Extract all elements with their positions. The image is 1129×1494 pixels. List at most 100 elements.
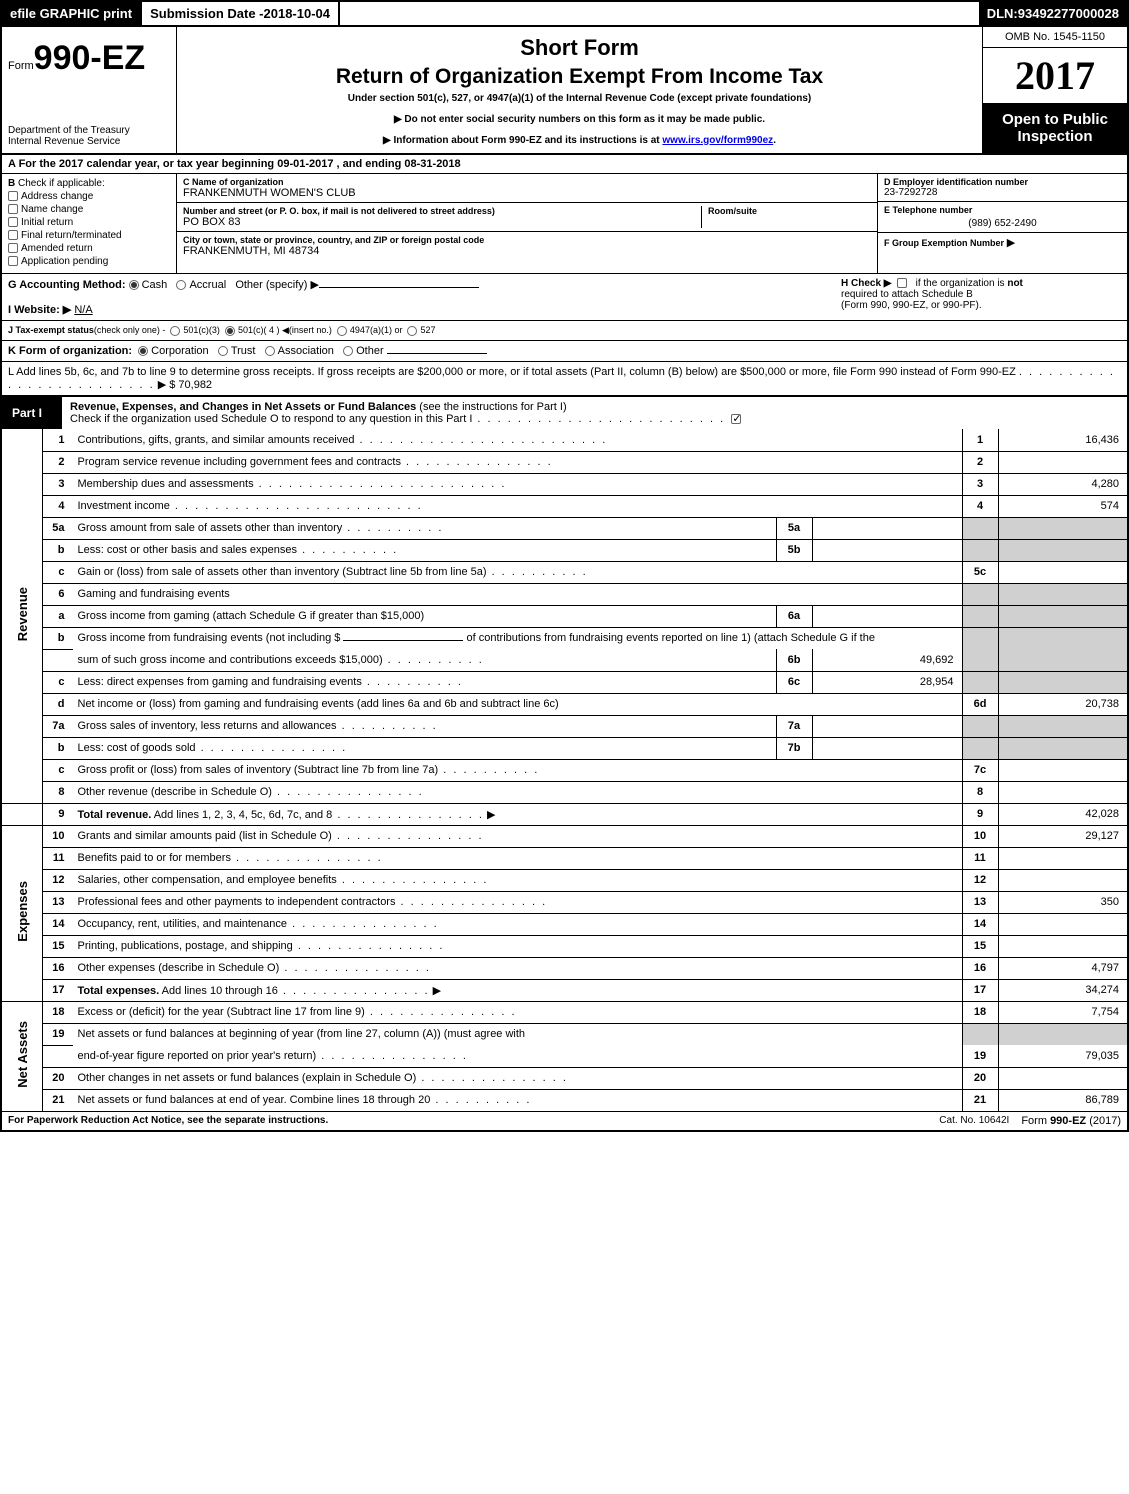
chk-final-return[interactable]: Final return/terminated [8,230,170,241]
h-text1: H Check ▶ [841,278,891,289]
value-5c [998,561,1128,583]
chk-name-change[interactable]: Name change [8,204,170,215]
org-name: FRANKENMUTH WOMEN'S CLUB [183,187,871,199]
value-6b: 49,692 [812,649,962,671]
org-info-grid: B Check if applicable: Address change Na… [0,174,1129,274]
other-specify-input[interactable] [319,287,479,288]
instructions-link[interactable]: www.irs.gov/form990ez [662,135,773,146]
g-label: G Accounting Method: [8,279,126,291]
value-14 [998,913,1128,935]
top-bar: efile GRAPHIC print Submission Date - 20… [0,0,1129,27]
radio-4947[interactable] [337,326,347,336]
header-right: OMB No. 1545-1150 2017 Open to Public In… [982,27,1127,153]
fundraising-amount-input[interactable] [343,640,463,641]
other-org-input[interactable] [387,353,487,354]
line-21: 21 Net assets or fund balances at end of… [1,1089,1128,1111]
page-footer: For Paperwork Reduction Act Notice, see … [0,1112,1129,1132]
header-left: Form990-EZ Department of the Treasury In… [2,27,177,153]
value-6c: 28,954 [812,671,962,693]
subtitle: Under section 501(c), 527, or 4947(a)(1)… [187,93,972,104]
value-10: 29,127 [998,825,1128,847]
short-form-title: Short Form [187,35,972,61]
line-6a: a Gross income from gaming (attach Sched… [1,605,1128,627]
section-f-group: F Group Exemption Number ▶ [878,233,1127,252]
value-12 [998,869,1128,891]
line-11: 11 Benefits paid to or for members 11 [1,847,1128,869]
notice-2: ▶ Information about Form 990-EZ and its … [187,135,972,146]
org-name-label: C Name of organization [183,177,871,187]
value-7b [812,737,962,759]
i-label: I Website: ▶ [8,304,71,316]
dln-value: 93492277000028 [1018,6,1119,21]
chk-address-change[interactable]: Address change [8,191,170,202]
part-1-title: Revenue, Expenses, and Changes in Net As… [62,396,1127,429]
line-2: 2 Program service revenue including gove… [1,451,1128,473]
h-text2: if the organization is [916,278,1005,289]
part-1-title-bold: Revenue, Expenses, and Changes in Net As… [70,401,416,413]
radio-accrual[interactable] [176,280,186,290]
chk-initial-return[interactable]: Initial return [8,217,170,228]
h-text4: required to attach Schedule B [841,289,973,300]
section-b-label: B [8,178,15,189]
value-13: 350 [998,891,1128,913]
value-19: 79,035 [998,1045,1128,1067]
line-6: 6 Gaming and fundraising events [1,583,1128,605]
chk-amended-return[interactable]: Amended return [8,243,170,254]
chk-schedule-o[interactable] [731,414,741,424]
tax-year: 2017 [983,48,1127,103]
form-number-value: 990-EZ [34,39,146,77]
radio-association[interactable] [265,346,275,356]
line-6b-2: sum of such gross income and contributio… [1,649,1128,671]
line-1: Revenue 1 Contributions, gifts, grants, … [1,429,1128,451]
value-21: 86,789 [998,1089,1128,1111]
value-5b [812,539,962,561]
revenue-sidelabel: Revenue [1,429,43,803]
chk-application-pending[interactable]: Application pending [8,256,170,267]
radio-cash[interactable] [129,280,139,290]
value-20 [998,1067,1128,1089]
value-2 [998,451,1128,473]
line-12: 12 Salaries, other compensation, and emp… [1,869,1128,891]
line-6d: d Net income or (loss) from gaming and f… [1,693,1128,715]
line-5a: 5a Gross amount from sale of assets othe… [1,517,1128,539]
line-7c: c Gross profit or (loss) from sales of i… [1,759,1128,781]
line-6c: c Less: direct expenses from gaming and … [1,671,1128,693]
radio-527[interactable] [407,326,417,336]
submission-date-label: Submission Date - [150,6,263,21]
radio-trust[interactable] [218,346,228,356]
dept-line-1: Department of the Treasury [8,125,170,136]
line-7b: b Less: cost of goods sold 7b [1,737,1128,759]
line-20: 20 Other changes in net assets or fund b… [1,1067,1128,1089]
tax-year-end: 08-31-2018 [404,158,460,170]
line-7a: 7a Gross sales of inventory, less return… [1,715,1128,737]
form-number: Form990-EZ [2,27,176,90]
part-1-title-rest: (see the instructions for Part I) [416,401,566,413]
section-a-tax-year: A For the 2017 calendar year, or tax yea… [0,155,1129,174]
radio-other-org[interactable] [343,346,353,356]
section-e-phone: E Telephone number (989) 652-2490 [878,202,1127,233]
k-label: K Form of organization: [8,345,132,357]
line-16: 16 Other expenses (describe in Schedule … [1,957,1128,979]
org-address-row: Number and street (or P. O. box, if mail… [177,203,877,232]
dln: DLN: 93492277000028 [979,2,1127,25]
section-c: C Name of organization FRANKENMUTH WOMEN… [177,174,877,273]
section-a-pre: A For the 2017 calendar year, or tax yea… [8,158,277,170]
dept-line-2: Internal Revenue Service [8,136,170,147]
line-9: 9 Total revenue. Add lines 1, 2, 3, 4, 5… [1,803,1128,825]
l-text: L Add lines 5b, 6c, and 7b to line 9 to … [8,366,1016,378]
radio-corporation[interactable] [138,346,148,356]
value-8 [998,781,1128,803]
group-label: F Group Exemption Number [884,238,1004,248]
chk-schedule-b[interactable] [897,278,907,288]
efile-print-button[interactable]: efile GRAPHIC print [2,2,142,25]
radio-501c3[interactable] [170,326,180,336]
open-to-public: Open to Public Inspection [983,103,1127,153]
l-arrow: ▶ [158,379,166,391]
radio-501c4[interactable] [225,326,235,336]
header-mid: Short Form Return of Organization Exempt… [177,27,982,153]
section-j: J Tax-exempt status(check only one) - 50… [0,321,1129,341]
org-addr-label: Number and street (or P. O. box, if mail… [183,206,701,216]
paperwork-notice: For Paperwork Reduction Act Notice, see … [2,1112,933,1130]
line-18: Net Assets 18 Excess or (deficit) for th… [1,1001,1128,1023]
l-value: $ 70,982 [169,379,212,391]
